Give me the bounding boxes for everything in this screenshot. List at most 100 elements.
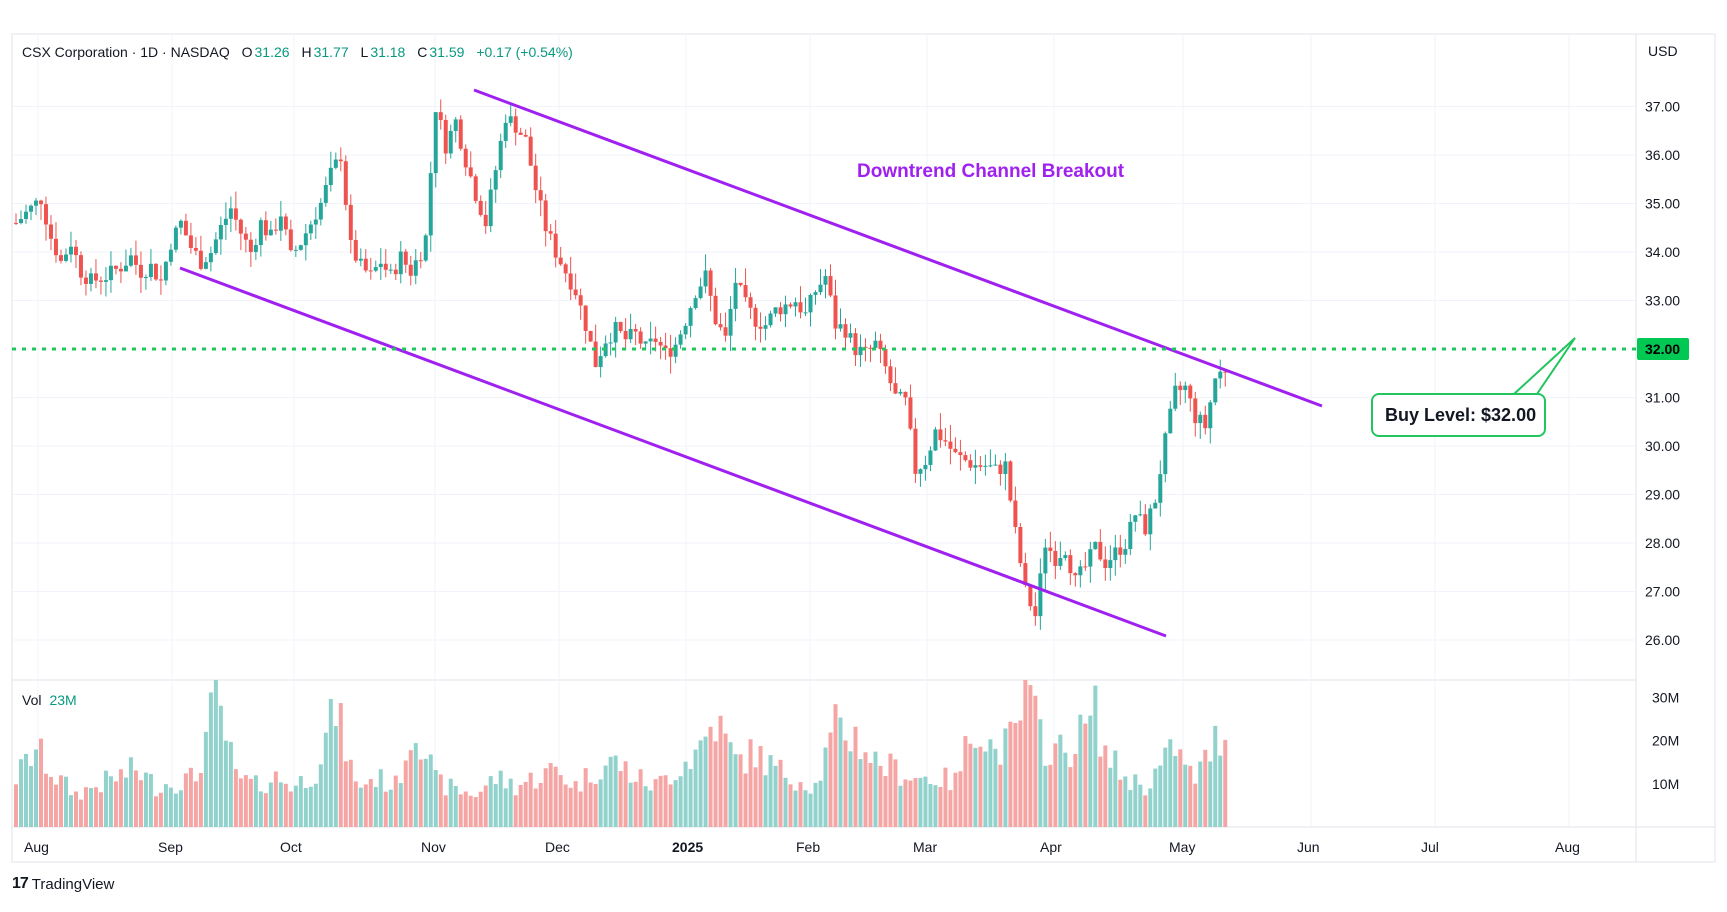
currency-button[interactable]: USD [1648, 43, 1678, 59]
candle-body [543, 200, 548, 232]
volume-bar [128, 757, 133, 827]
candle-body [88, 273, 93, 284]
volume-bar [418, 759, 423, 827]
candle-body [488, 189, 493, 227]
volume-tick-label: 20M [1652, 733, 1679, 749]
time-tick-label: Nov [421, 839, 446, 855]
volume-bar [738, 754, 743, 827]
candle-body [1188, 385, 1193, 399]
candle-body [1203, 414, 1208, 429]
volume-bar [573, 781, 578, 827]
low-label: L [360, 44, 369, 60]
volume-bar [513, 795, 518, 827]
candle-body [938, 429, 943, 441]
candle-body [293, 249, 298, 251]
volume-bar [1138, 784, 1143, 827]
candle-body [968, 460, 973, 468]
volume-bar [313, 783, 318, 827]
candle-body [1153, 502, 1158, 509]
volume-bar [203, 731, 208, 827]
candle-body [1053, 550, 1058, 566]
channel-title: Downtrend Channel Breakout [857, 161, 1125, 182]
volume-bar [768, 755, 773, 827]
candle-body [688, 308, 693, 326]
candle-body [128, 255, 133, 266]
volume-bar [383, 791, 388, 827]
volume-bar [523, 781, 528, 827]
candle-body [533, 165, 538, 191]
volume-bar [968, 743, 973, 827]
candle-body [523, 134, 528, 137]
candle-body [818, 284, 823, 293]
volume-bar [243, 775, 248, 827]
candle-body [458, 119, 463, 149]
volume-bar [548, 763, 553, 827]
candle-body [1178, 385, 1183, 391]
volume-bar [358, 787, 363, 827]
candle-body [893, 383, 898, 394]
volume-bar [723, 733, 728, 827]
candle-body [153, 263, 158, 280]
candle-body [1083, 566, 1088, 568]
volume-bar [758, 746, 763, 827]
candle-body [108, 265, 113, 281]
candle-body [343, 161, 348, 205]
buy-badge [1637, 338, 1689, 360]
volume-bar [948, 790, 953, 827]
candle-body [833, 295, 838, 329]
volume-bar [778, 759, 783, 827]
candle-body [1183, 385, 1188, 391]
volume-bar [953, 772, 958, 827]
volume-bar [368, 779, 373, 827]
volume-bar [218, 705, 223, 827]
candle-body [283, 216, 288, 230]
candle-body [1048, 547, 1053, 551]
volume-bar [1068, 767, 1073, 827]
candle-body [63, 254, 68, 261]
volume-bar [653, 779, 658, 827]
brand[interactable]: 17 TradingView [12, 875, 114, 893]
volume-bar [538, 782, 543, 827]
volume-bar [1098, 756, 1103, 827]
volume-bar [813, 782, 818, 827]
time-tick-label: May [1169, 839, 1195, 855]
candle-body [853, 333, 858, 356]
volume-bar [148, 773, 153, 827]
buy-badge-label: 32.00 [1645, 341, 1680, 357]
candle-body [518, 132, 523, 135]
volume-bar [363, 784, 368, 827]
candle-body [1173, 385, 1178, 409]
volume-bar [728, 742, 733, 827]
callout-box [1371, 393, 1546, 437]
candle-body [183, 220, 188, 236]
volume-bar [733, 754, 738, 827]
candle-body [728, 308, 733, 336]
volume-bar [1168, 739, 1173, 827]
volume-bar [268, 782, 273, 827]
candle-body [508, 116, 513, 123]
volume-bar [493, 784, 498, 827]
price-tick-label: 26.00 [1645, 632, 1680, 648]
volume-bar [528, 772, 533, 827]
candle-body [453, 119, 458, 131]
volume-bar [663, 775, 668, 827]
volume-bar [1028, 685, 1033, 827]
candle-body [1008, 461, 1013, 501]
candle-body [468, 167, 473, 177]
candle-body [18, 219, 23, 224]
candle-body [1138, 514, 1143, 516]
symbol-title[interactable]: CSX Corporation · 1D · NASDAQ [22, 44, 230, 60]
volume-bar [488, 776, 493, 827]
volume-bar [1163, 747, 1168, 827]
candle-body [608, 342, 613, 344]
volume-bar [683, 761, 688, 827]
candle-body [778, 307, 783, 315]
price-tick-label: 36.00 [1645, 147, 1680, 163]
volume-bar [413, 743, 418, 827]
volume-bar [588, 782, 593, 827]
volume-bar [208, 692, 213, 827]
candle-body [648, 338, 653, 342]
time-tick-label: Aug [1555, 839, 1580, 855]
